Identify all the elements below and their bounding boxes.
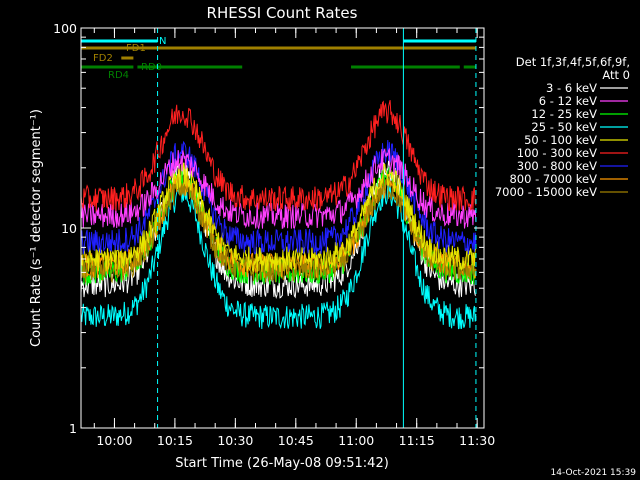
axes-layer: 10:00 10:15 10:30 10:45 11:00 11:15 11:30 1 10 10… xyxy=(53,21,495,448)
y-tick-label-1: 10 xyxy=(61,221,77,236)
x-tick-label-1: 10:15 xyxy=(157,433,193,448)
legend-header-line2: Att 0 xyxy=(602,68,630,82)
legend-label-2: 12 - 25 keV xyxy=(531,107,597,121)
x-tick-label-3: 10:45 xyxy=(278,433,314,448)
x-tick-label-2: 10:30 xyxy=(217,433,253,448)
x-tick-label-6: 11:30 xyxy=(459,433,495,448)
chart-title: RHESSI Count Rates xyxy=(207,4,358,22)
x-tick-label-5: 11:15 xyxy=(399,433,435,448)
y-tick-label-2: 100 xyxy=(53,21,77,36)
series-line-8 xyxy=(81,175,477,284)
series-line-5 xyxy=(81,99,477,212)
x-axis-label: Start Time (26-May-08 09:51:42) xyxy=(175,456,389,471)
legend-label-3: 25 - 50 keV xyxy=(531,120,597,134)
footer-timestamp: 14-Oct-2021 15:39 xyxy=(551,468,637,478)
series-line-3 xyxy=(81,181,477,330)
legend-label-6: 300 - 800 keV xyxy=(517,159,597,173)
y-tick-label-0: 1 xyxy=(69,421,77,436)
legend-label-8: 7000 - 15000 keV xyxy=(495,185,597,199)
legend-label-0: 3 - 6 keV xyxy=(546,81,597,95)
legend-label-7: 800 - 7000 keV xyxy=(509,172,597,186)
flag-label-fd1: FD1 xyxy=(126,43,146,54)
x-tick-label-0: 10:00 xyxy=(96,433,132,448)
series-line-1 xyxy=(81,147,477,229)
legend-header-line1: Det 1f,3f,4f,5f,6f,9f, xyxy=(516,55,630,69)
series-line-4 xyxy=(81,162,477,273)
legend-label-5: 100 - 300 keV xyxy=(517,146,597,160)
x-tick-label-4: 11:00 xyxy=(338,433,374,448)
flag-bars-layer: N FD1 FD2 RD0 RD4 xyxy=(81,36,476,81)
y-axis-label: Count Rate (s⁻¹ detector segment⁻¹) xyxy=(29,109,44,347)
legend-label-4: 50 - 100 keV xyxy=(524,133,597,147)
flag-label-fd2: FD2 xyxy=(93,53,113,64)
flag-label-n: N xyxy=(159,36,166,47)
legend: Det 1f,3f,4f,5f,6f,9f, Att 0 3 - 6 keV6 … xyxy=(495,55,630,199)
flag-label-rd4: RD4 xyxy=(108,70,129,81)
legend-label-1: 6 - 12 keV xyxy=(539,94,597,108)
flag-label-rd0: RD0 xyxy=(141,62,162,73)
plot-data-layer xyxy=(81,99,477,330)
